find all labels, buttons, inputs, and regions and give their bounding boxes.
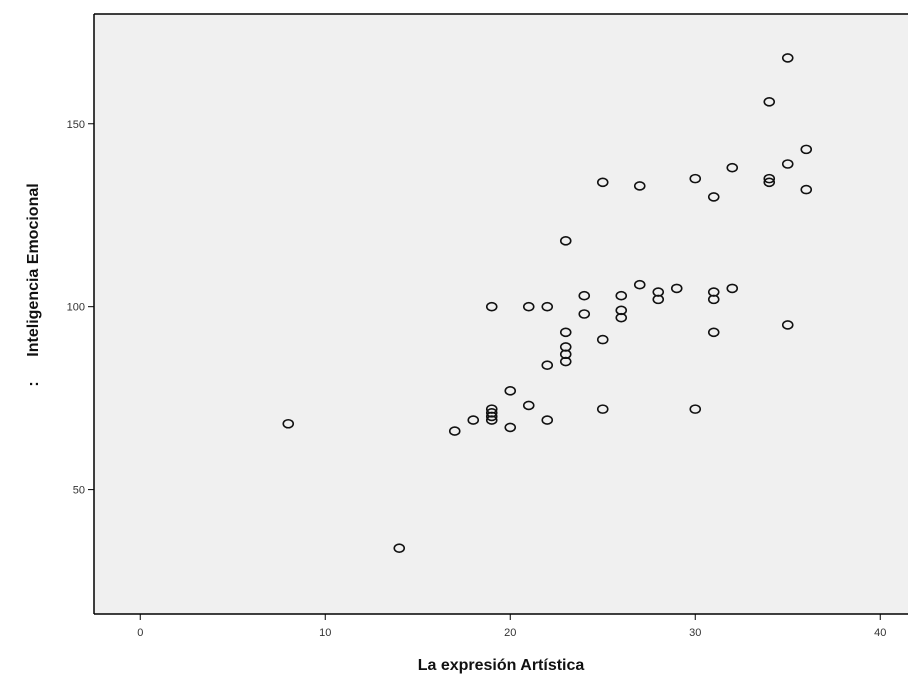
data-point [596, 404, 609, 414]
x-tick-label: 20 [504, 627, 516, 639]
data-point [541, 415, 554, 425]
y-axis-title-prefix: : [25, 381, 42, 386]
data-point [522, 400, 535, 411]
y-axis-ticks: 50 100 150 [67, 119, 94, 497]
data-point [578, 309, 591, 319]
data-point [504, 386, 517, 396]
data-point [800, 144, 813, 155]
data-point [633, 279, 646, 290]
data-point [800, 184, 813, 195]
data-point [559, 327, 572, 338]
data-point [467, 415, 480, 425]
data-point [578, 290, 591, 301]
data-point [596, 177, 609, 188]
data-point [670, 283, 683, 294]
y-axis-title: Inteligencia Emocional [25, 183, 42, 356]
data-point [485, 404, 498, 414]
data-point [393, 543, 406, 553]
data-point [763, 173, 776, 184]
x-tick-label: 10 [319, 627, 331, 639]
plot-area [94, 14, 908, 614]
data-point [707, 287, 720, 297]
data-point [781, 159, 794, 169]
y-tick-label: 100 [67, 302, 85, 314]
data-point [559, 236, 572, 246]
data-point [707, 327, 720, 338]
data-point [615, 305, 628, 316]
data-point [726, 283, 739, 294]
data-point [541, 301, 554, 312]
y-tick-label: 150 [67, 119, 85, 131]
data-point [504, 422, 517, 433]
x-axis-title: La expresión Artística [418, 657, 585, 674]
data-point [689, 404, 702, 414]
data-point [541, 360, 554, 371]
data-points [282, 53, 813, 553]
x-axis-ticks: 0 10 20 30 40 [137, 614, 886, 639]
data-point [652, 287, 665, 297]
data-point [689, 173, 702, 184]
data-point [596, 334, 609, 345]
data-point [522, 301, 535, 312]
data-point [485, 301, 498, 312]
x-tick-label: 0 [137, 627, 143, 639]
y-tick-label: 50 [73, 485, 85, 497]
data-point [615, 290, 628, 301]
data-point [763, 97, 776, 107]
data-point [282, 418, 295, 429]
data-point [485, 407, 498, 418]
x-tick-label: 40 [874, 627, 886, 639]
data-point [781, 53, 794, 63]
data-point [559, 342, 572, 352]
data-point [726, 162, 739, 173]
data-point [448, 426, 461, 436]
data-point [707, 192, 720, 202]
data-point [633, 181, 646, 191]
data-point [781, 320, 794, 330]
data-point [763, 177, 776, 188]
x-tick-label: 30 [689, 627, 701, 639]
